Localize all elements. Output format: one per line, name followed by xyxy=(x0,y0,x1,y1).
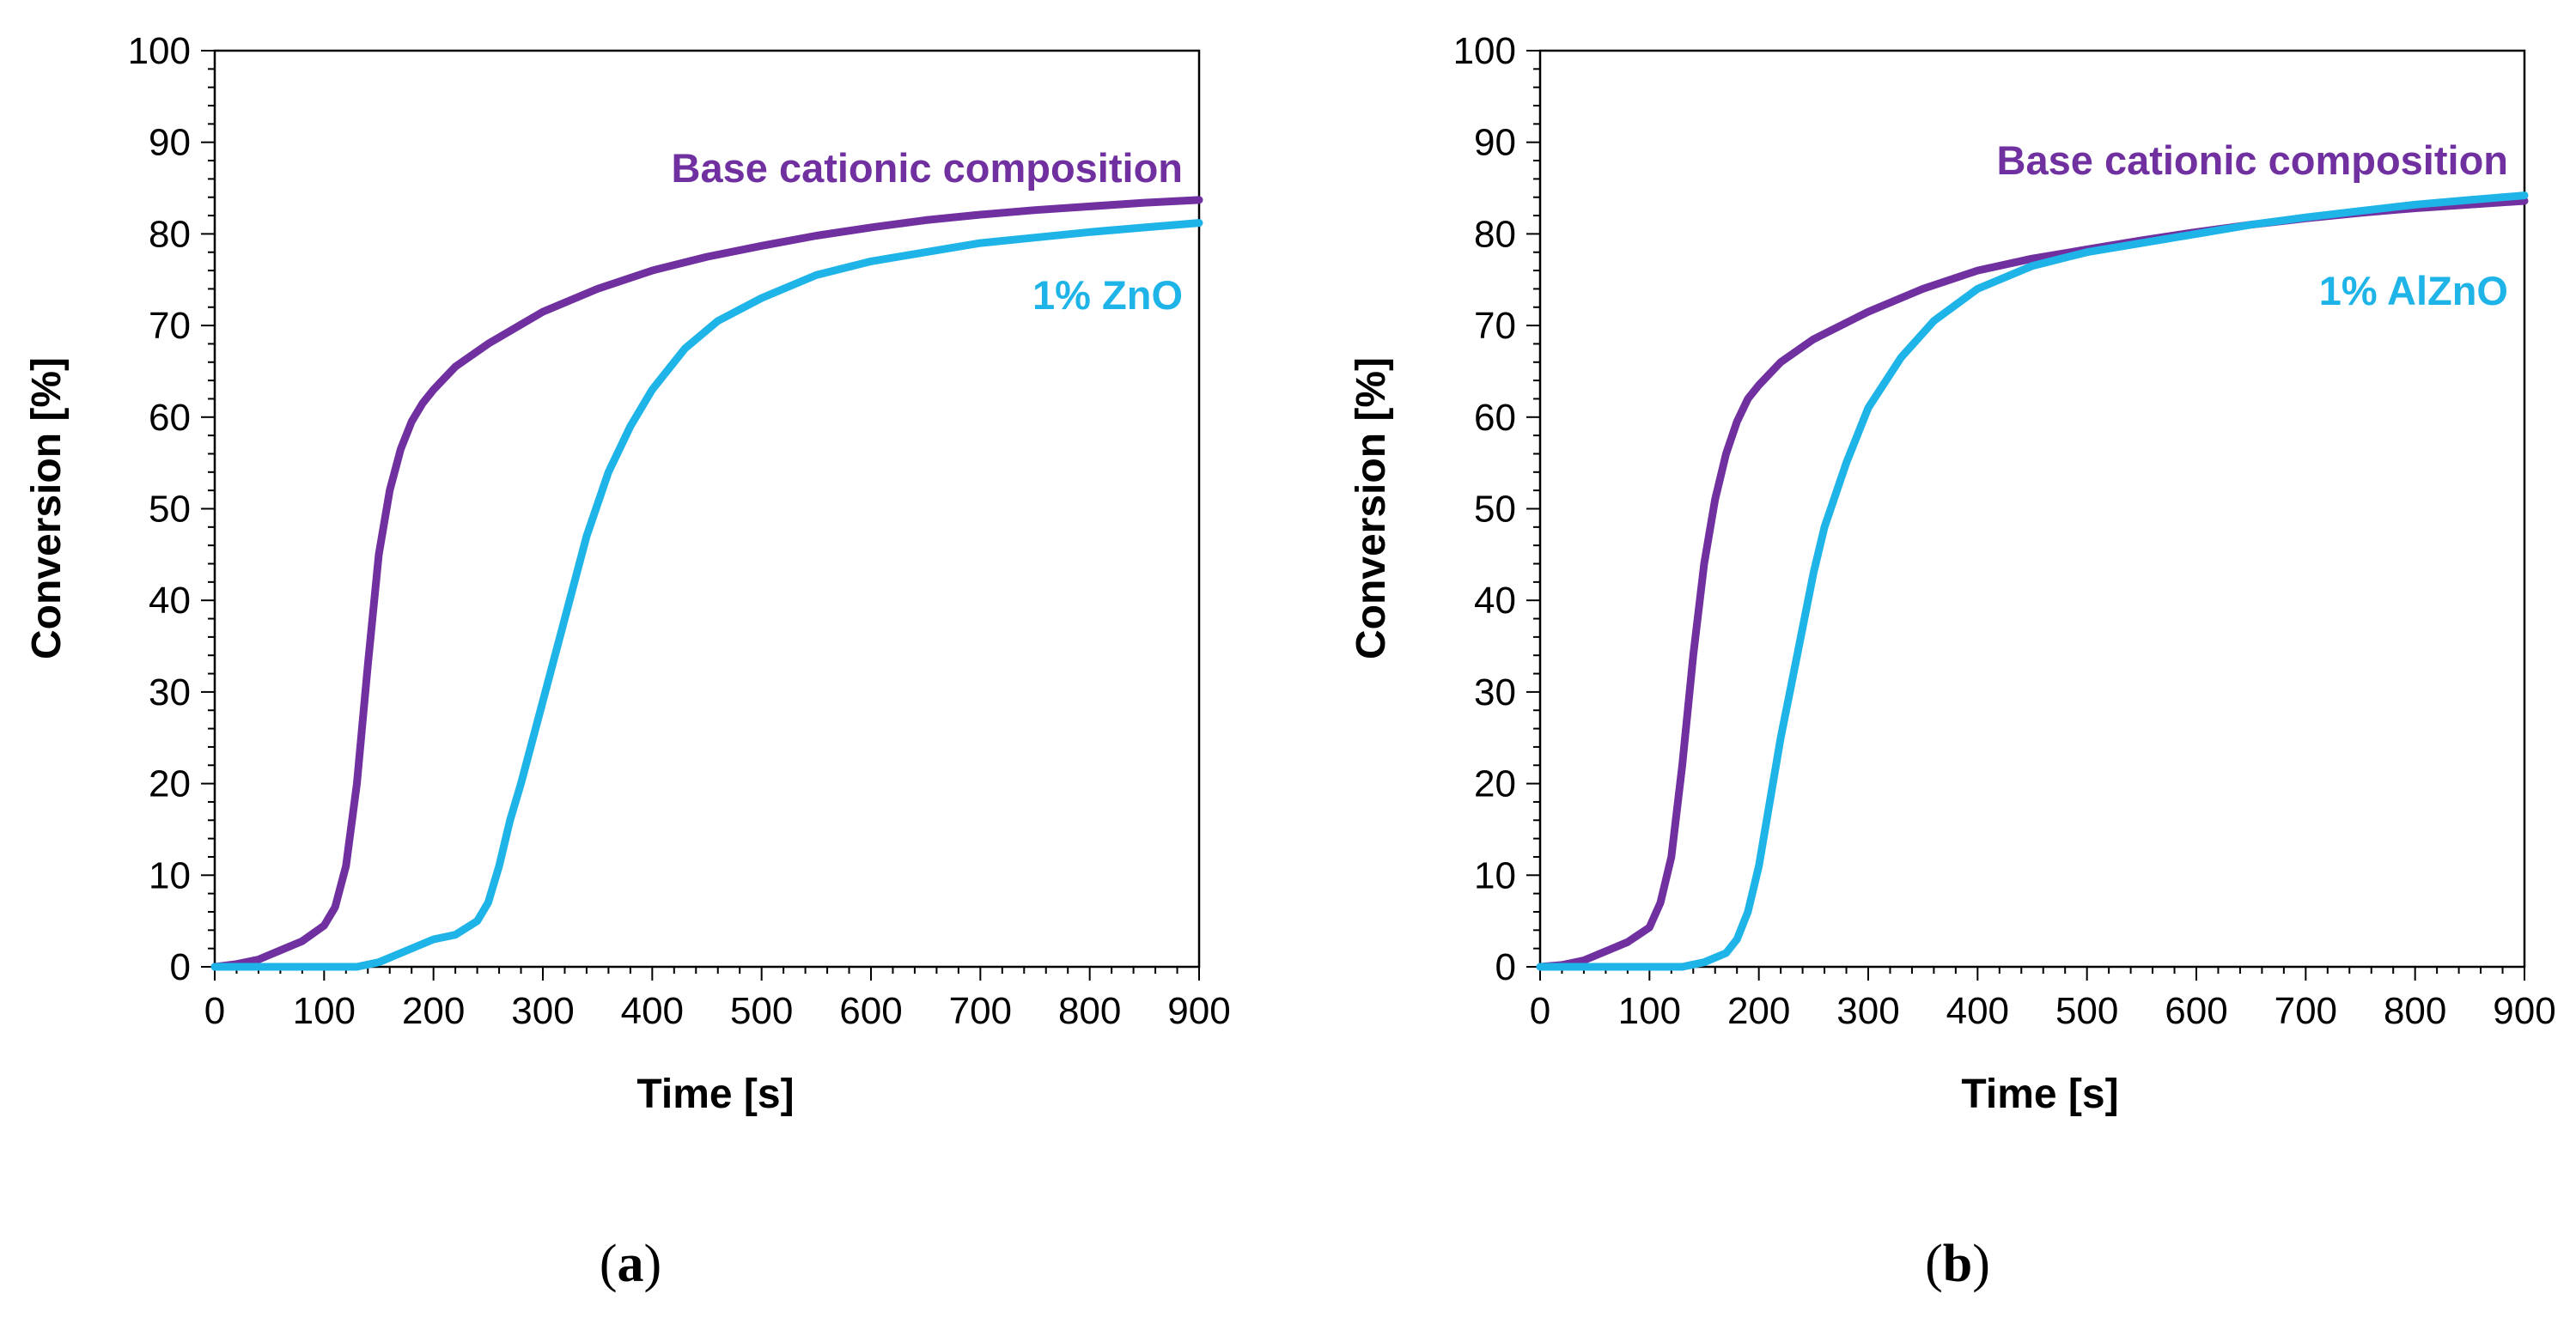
caption-letter: a xyxy=(618,1235,644,1293)
y-tick-label: 20 xyxy=(1474,763,1516,805)
x-tick-label: 0 xyxy=(1530,990,1550,1032)
y-tick-label: 50 xyxy=(149,489,191,531)
y-tick-label: 0 xyxy=(1495,946,1516,988)
series-label-additive: 1% ZnO xyxy=(1032,272,1183,318)
tick-labels: 0 100 200 300 400 500 600 700 800 900 0 10 20 30 40 50 6… xyxy=(1453,30,2556,1032)
x-tick-label: 100 xyxy=(293,990,356,1032)
y-tick-label: 60 xyxy=(149,397,191,439)
x-tick-label: 0 xyxy=(204,990,225,1032)
x-tick-label: 600 xyxy=(839,990,902,1032)
y-tick-label: 60 xyxy=(1474,397,1516,439)
y-tick-label: 70 xyxy=(1474,305,1516,347)
x-axis-title: Time [s] xyxy=(636,1072,794,1117)
tick-labels: 0 100 200 300 400 500 600 700 800 900 0 10 20 30 40 50 6… xyxy=(128,30,1231,1032)
y-tick-label: 70 xyxy=(149,305,191,347)
x-tick-label: 900 xyxy=(2493,990,2555,1032)
plot-area-frame xyxy=(1538,49,2526,969)
x-tick-label: 100 xyxy=(1618,990,1681,1032)
x-tick-label: 400 xyxy=(621,990,684,1032)
y-tick-label: 0 xyxy=(170,946,191,988)
x-tick-label: 400 xyxy=(1946,990,2009,1032)
x-tick-label: 800 xyxy=(2384,990,2446,1032)
ticks xyxy=(1526,50,2525,981)
chart-panel-a: 0 100 200 300 400 500 600 700 800 900 0 10 20 30 40 50 6… xyxy=(24,30,1231,1293)
y-tick-label: 10 xyxy=(149,854,191,896)
y-tick-label: 100 xyxy=(1453,30,1516,72)
y-tick-label: 50 xyxy=(1474,489,1516,531)
y-tick-label: 80 xyxy=(149,213,191,255)
series-line-base xyxy=(210,196,1203,971)
series-label-base: Base cationic composition xyxy=(672,145,1183,191)
series-line-additive xyxy=(1536,191,2529,971)
y-tick-label: 90 xyxy=(1474,122,1516,164)
y-axis-title: Conversion [%] xyxy=(1349,357,1394,659)
x-tick-label: 500 xyxy=(730,990,793,1032)
x-tick-label: 800 xyxy=(1058,990,1121,1032)
panel-caption: (a) xyxy=(600,1235,661,1293)
x-tick-label: 300 xyxy=(1836,990,1899,1032)
x-tick-label: 700 xyxy=(949,990,1012,1032)
series-lines xyxy=(210,196,1203,971)
caption-letter: b xyxy=(1943,1235,1972,1293)
x-tick-label: 200 xyxy=(1727,990,1790,1032)
chart-panel-b: 0 100 200 300 400 500 600 700 800 900 0 10 20 30 40 50 6… xyxy=(1349,30,2556,1293)
series-lines xyxy=(1536,191,2529,971)
y-tick-label: 100 xyxy=(128,30,191,72)
x-tick-label: 600 xyxy=(2165,990,2227,1032)
series-label-additive: 1% AlZnO xyxy=(2319,268,2508,313)
series-line-base xyxy=(1536,197,2529,971)
y-tick-label: 80 xyxy=(1474,213,1516,255)
x-tick-label: 200 xyxy=(402,990,465,1032)
y-axis-title: Conversion [%] xyxy=(24,357,70,659)
panel-caption: (b) xyxy=(1925,1235,1990,1293)
x-tick-label: 300 xyxy=(511,990,574,1032)
y-tick-label: 10 xyxy=(1474,854,1516,896)
x-tick-label: 500 xyxy=(2055,990,2118,1032)
y-tick-label: 20 xyxy=(149,763,191,805)
y-tick-label: 30 xyxy=(1474,671,1516,714)
x-axis-title: Time [s] xyxy=(1961,1072,2118,1117)
ticks xyxy=(201,50,1200,981)
y-tick-label: 30 xyxy=(149,671,191,714)
y-tick-label: 90 xyxy=(149,122,191,164)
y-tick-label: 40 xyxy=(149,580,191,622)
series-label-base: Base cationic composition xyxy=(1997,137,2508,183)
x-tick-label: 900 xyxy=(1167,990,1230,1032)
y-tick-label: 40 xyxy=(1474,580,1516,622)
x-tick-label: 700 xyxy=(2275,990,2337,1032)
series-line-additive xyxy=(210,219,1203,971)
